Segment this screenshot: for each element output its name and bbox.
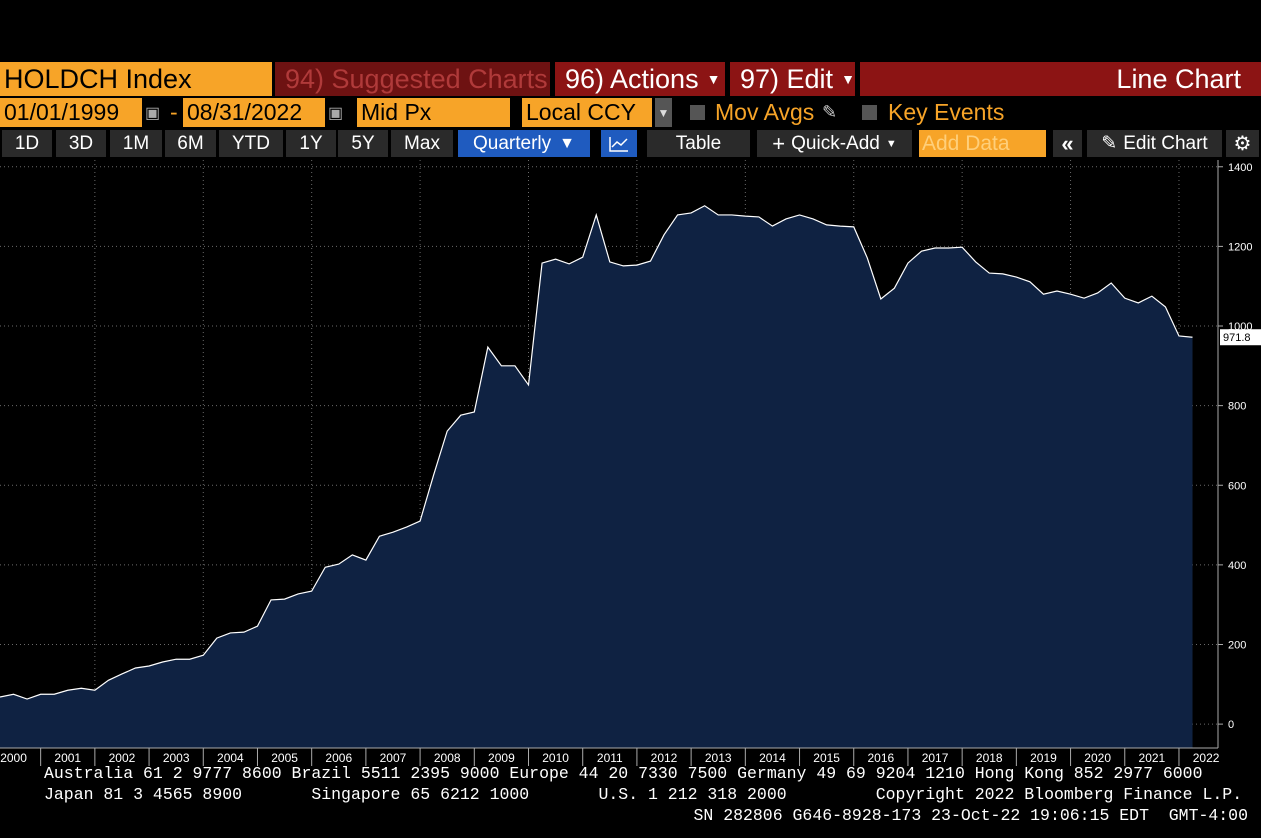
- frequency-select[interactable]: Quarterly ▼: [458, 130, 590, 157]
- date-separator: -: [170, 99, 178, 125]
- range-button[interactable]: 1M: [110, 130, 162, 157]
- x-tick-label: 2002: [109, 751, 136, 765]
- dropdown-arrow: ▼: [559, 134, 575, 152]
- edit-chart-button[interactable]: ✎ Edit Chart: [1087, 130, 1222, 157]
- key-events-label: Key Events: [888, 99, 1005, 125]
- security-field[interactable]: HOLDCH Index: [0, 62, 272, 96]
- end-date[interactable]: 08/31/2022: [183, 98, 325, 127]
- dropdown-arrow: ▼: [841, 71, 855, 87]
- field-select[interactable]: Mid Px: [357, 98, 510, 127]
- x-tick-label: 2001: [54, 751, 81, 765]
- x-tick-label: 2004: [217, 751, 244, 765]
- y-tick-label: 1400: [1228, 162, 1252, 174]
- x-tick-label: 2000: [0, 751, 27, 765]
- area: [0, 205, 1193, 748]
- currency-select[interactable]: Local CCY: [522, 98, 652, 127]
- range-button[interactable]: 3D: [56, 130, 106, 157]
- quick-add-label: Quick-Add: [791, 132, 880, 154]
- y-tick-label: 200: [1228, 639, 1246, 651]
- x-tick-label: 2010: [542, 751, 569, 765]
- y-tick-label: 400: [1228, 560, 1246, 572]
- chart-icon: [609, 136, 628, 152]
- x-tick-label: 2018: [976, 751, 1003, 765]
- x-tick-label: 2021: [1139, 751, 1166, 765]
- footer-line: Australia 61 2 9777 8600 Brazil 5511 239…: [44, 764, 1203, 783]
- pencil-icon[interactable]: ✎: [822, 102, 838, 122]
- add-data-field[interactable]: Add Data: [919, 130, 1046, 157]
- calendar-icon[interactable]: ▣: [328, 104, 344, 122]
- pencil-icon: ✎: [1101, 133, 1118, 154]
- x-tick-label: 2013: [705, 751, 732, 765]
- x-tick-label: 2011: [597, 751, 623, 765]
- collapse-button[interactable]: «: [1053, 130, 1082, 157]
- y-tick-label: 1200: [1228, 241, 1252, 253]
- table-button[interactable]: Table: [647, 130, 750, 157]
- x-tick-label: 2005: [271, 751, 298, 765]
- x-tick-label: 2008: [434, 751, 461, 765]
- x-tick-label: 2020: [1084, 751, 1111, 765]
- x-tick-label: 2016: [867, 751, 894, 765]
- x-tick-label: 2022: [1193, 751, 1220, 765]
- range-button[interactable]: 1D: [2, 130, 52, 157]
- plus-icon: +: [772, 130, 786, 156]
- chart-type-label: Line Chart: [860, 62, 1261, 96]
- x-tick-label: 2003: [163, 751, 190, 765]
- range-button[interactable]: Max: [391, 130, 453, 157]
- y-tick-label: 600: [1228, 480, 1246, 492]
- y-tick-label: 800: [1228, 401, 1246, 413]
- x-tick-label: 2006: [325, 751, 352, 765]
- actions-label: 96) Actions: [565, 63, 699, 94]
- mov-avgs-label: Mov Avgs: [715, 99, 815, 125]
- mov-avgs-checkbox[interactable]: [690, 105, 705, 120]
- calendar-icon[interactable]: ▣: [145, 104, 161, 122]
- x-tick-label: 2017: [922, 751, 949, 765]
- chart-view-button[interactable]: [601, 130, 637, 157]
- footer-line: Japan 81 3 4565 8900 Singapore 65 6212 1…: [44, 785, 1243, 804]
- x-tick-label: 2019: [1030, 751, 1057, 765]
- frequency-label: Quarterly: [473, 132, 552, 154]
- x-tick-label: 2009: [488, 751, 515, 765]
- settings-button[interactable]: ⚙: [1226, 130, 1259, 157]
- x-tick-label: 2014: [759, 751, 786, 765]
- footer-line: SN 282806 G646-8928-173 23-Oct-22 19:06:…: [693, 806, 1249, 825]
- x-tick-label: 2015: [813, 751, 840, 765]
- range-button[interactable]: 5Y: [338, 130, 388, 157]
- edit-menu[interactable]: 97) Edit ▼: [730, 62, 855, 96]
- y-tick-label: 0: [1228, 719, 1234, 731]
- currency-dropdown[interactable]: ▼: [655, 98, 672, 127]
- range-button[interactable]: 6M: [165, 130, 216, 157]
- actions-menu[interactable]: 96) Actions ▼: [555, 62, 725, 96]
- x-tick-label: 2012: [651, 751, 678, 765]
- dropdown-arrow: ▼: [706, 71, 721, 87]
- edit-label: 97) Edit: [740, 63, 834, 94]
- dropdown-arrow: ▼: [885, 137, 897, 150]
- key-events-checkbox[interactable]: [862, 105, 877, 120]
- last-value-tag: [1220, 329, 1261, 346]
- suggested-charts[interactable]: 94) Suggested Charts: [275, 62, 550, 96]
- start-date[interactable]: 01/01/1999: [0, 98, 142, 127]
- range-button[interactable]: YTD: [219, 130, 283, 157]
- range-button[interactable]: 1Y: [286, 130, 336, 157]
- x-tick-label: 2007: [380, 751, 407, 765]
- last-value-label: 971.8: [1223, 332, 1251, 344]
- line: [0, 205, 1193, 700]
- edit-chart-label: Edit Chart: [1123, 132, 1208, 154]
- quick-add-button[interactable]: + Quick-Add ▼: [757, 130, 912, 157]
